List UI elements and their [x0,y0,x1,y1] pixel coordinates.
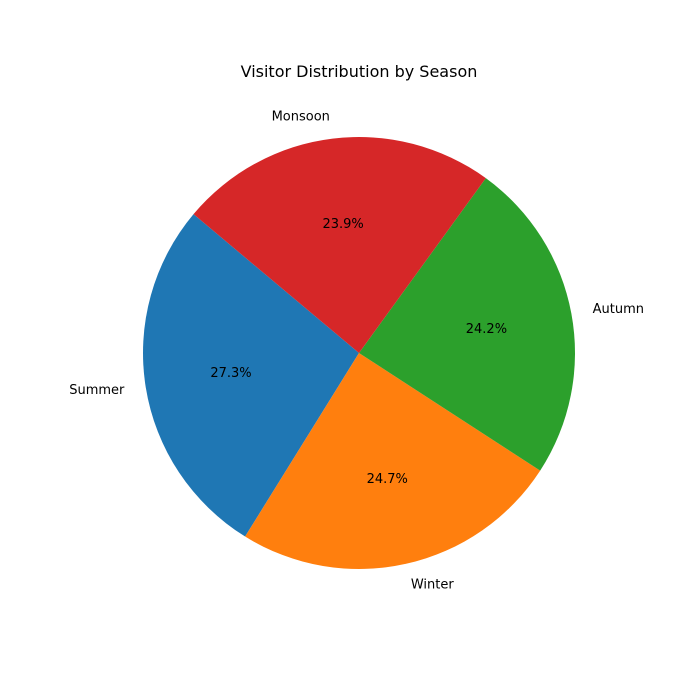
percent-label-monsoon: 23.9% [322,217,363,232]
pie-slice-autumn [359,178,575,471]
pie-slice-winter [245,353,541,569]
slice-label-winter: Winter [411,577,455,592]
slice-label-autumn: Autumn [593,302,644,317]
pie-slices [142,136,575,569]
pie-slice-monsoon [193,136,486,353]
chart-title: Visitor Distribution by Season [241,62,478,81]
pie-slice-summer [142,214,359,537]
percent-label-autumn: 24.2% [466,322,507,337]
pie-labels: Summer 27.3% Winter 24.7% Autumn 24.2% Monsoon… [69,110,644,593]
slice-label-monsoon: Monsoon [272,110,330,125]
percent-label-winter: 24.7% [367,472,408,487]
percent-label-summer: 27.3% [210,366,251,381]
slice-label-summer: Summer [69,383,125,398]
